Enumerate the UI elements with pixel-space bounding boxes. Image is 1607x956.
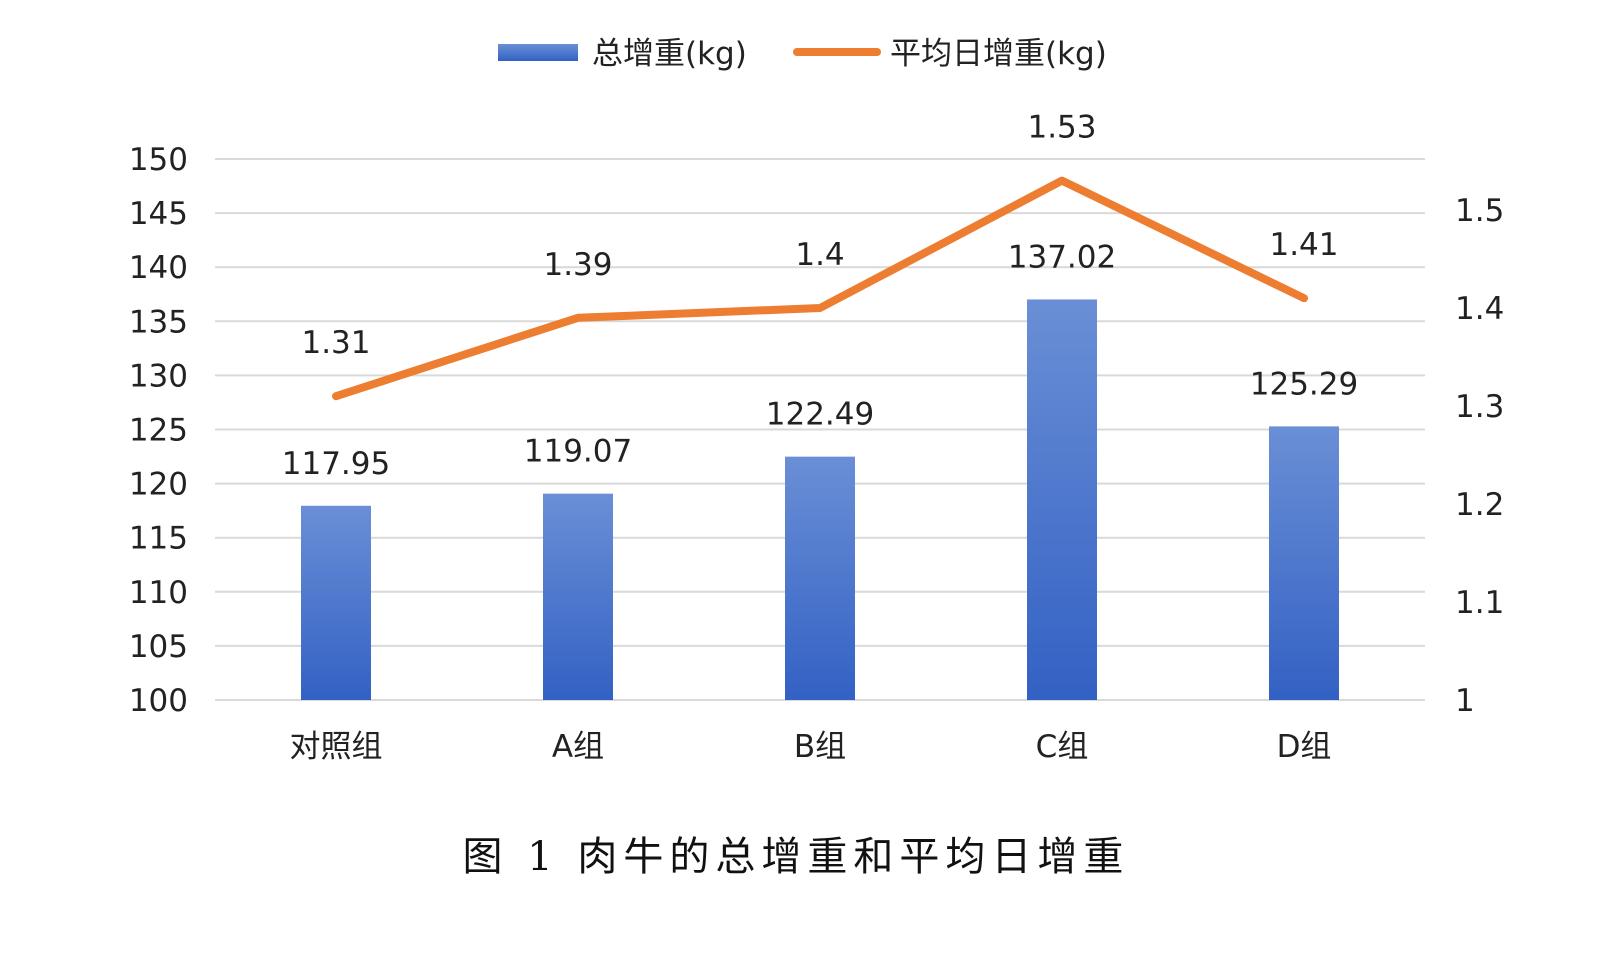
- line-data-labels: 1.31 1.39 1.4 1.53 1.41: [301, 110, 1338, 362]
- category-label: D组: [1277, 729, 1332, 765]
- right-axis: 1 1.1 1.2 1.3 1.4 1.5: [1455, 193, 1504, 719]
- category-label: 对照组: [290, 729, 383, 765]
- right-tick-label: 1.5: [1455, 193, 1504, 229]
- right-tick-label: 1.1: [1455, 585, 1504, 621]
- bar-data-label: 122.49: [766, 397, 874, 433]
- figure-caption: 图 1 肉牛的总增重和平均日增重: [463, 834, 1130, 880]
- line-data-label: 1.39: [543, 247, 612, 283]
- right-tick-label: 1.2: [1455, 487, 1504, 523]
- right-tick-label: 1.4: [1455, 291, 1504, 327]
- legend-line-label: 平均日增重(kg): [890, 36, 1107, 72]
- bar-data-label: 125.29: [1250, 366, 1358, 402]
- bar: [301, 505, 371, 700]
- bar-data-label: 117.95: [282, 446, 390, 482]
- right-tick-label: 1.3: [1455, 389, 1504, 425]
- bar-data-labels: 117.95 119.07 122.49 137.02 125.29: [282, 239, 1358, 481]
- bar-data-label: 119.07: [524, 434, 632, 470]
- line-point: [819, 307, 821, 309]
- left-tick-label: 135: [129, 304, 188, 340]
- left-tick-label: 115: [129, 521, 188, 557]
- right-tick-label: 1: [1455, 683, 1475, 719]
- bar: [543, 493, 613, 700]
- left-tick-label: 140: [129, 250, 188, 286]
- bar: [1027, 299, 1097, 700]
- left-tick-label: 145: [129, 196, 188, 232]
- line-point: [1303, 297, 1305, 300]
- line-data-label: 1.41: [1269, 227, 1338, 263]
- left-tick-label: 105: [129, 629, 188, 665]
- bar-data-label: 137.02: [1008, 239, 1116, 275]
- left-tick-label: 100: [129, 683, 188, 719]
- category-label: B组: [794, 729, 846, 765]
- left-tick-label: 120: [129, 467, 188, 503]
- category-label: A组: [552, 729, 604, 765]
- legend-bar-swatch: [498, 44, 578, 61]
- left-tick-label: 125: [129, 413, 188, 449]
- bar: [1269, 426, 1339, 700]
- legend: 总增重(kg) 平均日增重(kg): [498, 36, 1107, 72]
- left-tick-label: 150: [129, 142, 188, 178]
- left-tick-label: 110: [129, 575, 188, 611]
- x-axis-categories: 对照组 A组 B组 C组 D组: [290, 729, 1332, 765]
- category-label: C组: [1036, 729, 1089, 765]
- left-axis: 100 105 110 115 120 125 130 135 140 145 150: [129, 142, 188, 719]
- line-data-label: 1.4: [795, 237, 844, 273]
- line-point: [577, 316, 579, 319]
- bar-series: [301, 299, 1339, 700]
- line-series: [332, 176, 1308, 401]
- left-tick-label: 130: [129, 358, 188, 394]
- legend-bar-label: 总增重(kg): [592, 36, 747, 72]
- line-data-label: 1.53: [1027, 110, 1096, 146]
- line-point: [335, 395, 337, 398]
- line-data-label: 1.31: [301, 325, 370, 361]
- bar: [785, 456, 855, 700]
- line-point: [1061, 179, 1063, 182]
